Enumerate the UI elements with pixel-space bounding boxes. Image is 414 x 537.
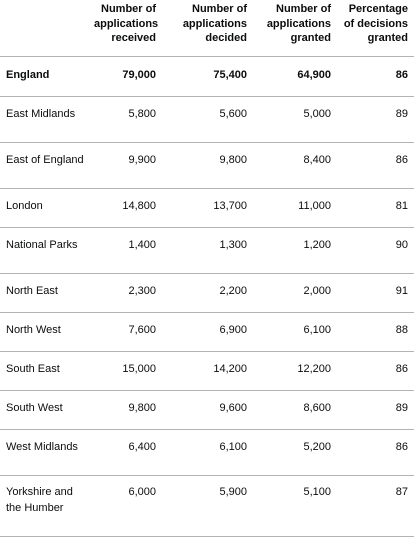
decided-cell: 13,700	[160, 188, 251, 228]
decided-cell: 1,300	[160, 227, 251, 274]
percent-cell: 90	[335, 227, 414, 274]
granted-cell: 8,600	[251, 390, 335, 430]
region-cell: East of England	[0, 142, 90, 189]
percent-cell: 89	[335, 390, 414, 430]
header-received: Number of applications received	[90, 0, 160, 57]
table-row: East Midlands 5,800 5,600 5,000 89	[0, 96, 414, 143]
decided-cell: 14,200	[160, 351, 251, 391]
granted-cell: 2,000	[251, 273, 335, 313]
table-row: West Midlands 6,400 6,100 5,200 86	[0, 429, 414, 476]
table-row: South West 9,800 9,600 8,600 89	[0, 390, 414, 430]
granted-cell: 12,200	[251, 351, 335, 391]
granted-cell: 8,400	[251, 142, 335, 189]
granted-cell: 5,200	[251, 429, 335, 476]
granted-cell: 11,000	[251, 188, 335, 228]
percent-cell: 87	[335, 475, 414, 537]
percent-cell: 86	[335, 351, 414, 391]
decided-cell: 6,100	[160, 429, 251, 476]
received-cell: 6,000	[90, 475, 160, 537]
decided-cell: 2,200	[160, 273, 251, 313]
received-cell: 79,000	[90, 56, 160, 97]
percent-cell: 86	[335, 142, 414, 189]
received-cell: 9,900	[90, 142, 160, 189]
granted-cell: 6,100	[251, 312, 335, 352]
received-cell: 9,800	[90, 390, 160, 430]
table-row: North East 2,300 2,200 2,000 91	[0, 273, 414, 313]
decided-cell: 9,600	[160, 390, 251, 430]
decided-cell: 5,600	[160, 96, 251, 143]
received-cell: 5,800	[90, 96, 160, 143]
granted-cell: 64,900	[251, 56, 335, 97]
region-cell: Yorkshire and the Humber	[0, 475, 90, 537]
received-cell: 1,400	[90, 227, 160, 274]
region-cell: London	[0, 188, 90, 228]
table-row: National Parks 1,400 1,300 1,200 90	[0, 227, 414, 274]
granted-cell: 5,000	[251, 96, 335, 143]
table-row: North West 7,600 6,900 6,100 88	[0, 312, 414, 352]
header-granted: Number of applications granted	[251, 0, 335, 57]
decided-cell: 75,400	[160, 56, 251, 97]
percent-cell: 86	[335, 56, 414, 97]
received-cell: 15,000	[90, 351, 160, 391]
received-cell: 2,300	[90, 273, 160, 313]
region-cell: North East	[0, 273, 90, 313]
region-cell: North West	[0, 312, 90, 352]
percent-cell: 89	[335, 96, 414, 143]
percent-cell: 88	[335, 312, 414, 352]
percent-cell: 81	[335, 188, 414, 228]
region-cell: England	[0, 56, 90, 97]
header-decided: Number of applications decided	[160, 0, 251, 57]
granted-cell: 5,100	[251, 475, 335, 537]
table-header-row: Number of applications received Number o…	[0, 0, 414, 57]
table-row: London 14,800 13,700 11,000 81	[0, 188, 414, 228]
decided-cell: 9,800	[160, 142, 251, 189]
granted-cell: 1,200	[251, 227, 335, 274]
region-cell: East Midlands	[0, 96, 90, 143]
percent-cell: 86	[335, 429, 414, 476]
region-cell: South West	[0, 390, 90, 430]
region-cell: National Parks	[0, 227, 90, 274]
received-cell: 7,600	[90, 312, 160, 352]
header-region	[0, 0, 90, 57]
table-row: South East 15,000 14,200 12,200 86	[0, 351, 414, 391]
header-percent-granted: Percentage of decisions granted	[335, 0, 414, 57]
received-cell: 14,800	[90, 188, 160, 228]
region-cell: West Midlands	[0, 429, 90, 476]
decided-cell: 5,900	[160, 475, 251, 537]
region-cell: South East	[0, 351, 90, 391]
table-row: England 79,000 75,400 64,900 86	[0, 56, 414, 97]
percent-cell: 91	[335, 273, 414, 313]
table-row: East of England 9,900 9,800 8,400 86	[0, 142, 414, 189]
table-row: Yorkshire and the Humber 6,000 5,900 5,1…	[0, 475, 414, 537]
decided-cell: 6,900	[160, 312, 251, 352]
received-cell: 6,400	[90, 429, 160, 476]
